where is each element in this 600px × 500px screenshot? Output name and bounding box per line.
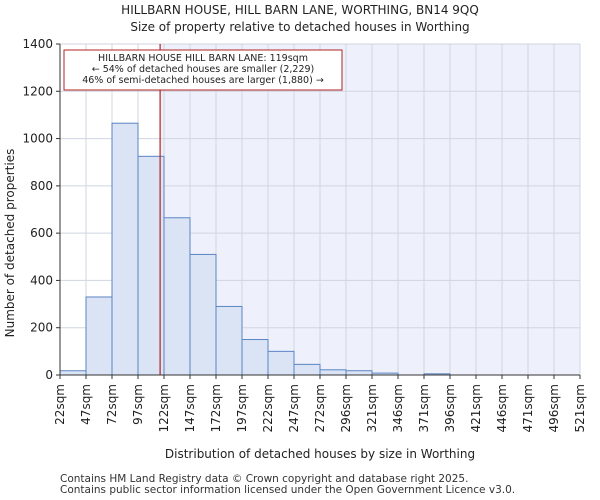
footer-line-1: Contains HM Land Registry data © Crown c… — [60, 473, 469, 485]
y-tick-label: 1200 — [22, 84, 53, 98]
x-tick-label: 346sqm — [391, 384, 405, 432]
bar — [59, 370, 87, 376]
bar — [111, 122, 139, 376]
y-tick-label: 1400 — [22, 37, 53, 51]
footer-line-2: Contains public sector information licen… — [60, 484, 516, 496]
x-tick-label: 22sqm — [53, 384, 67, 425]
x-tick-label: 496sqm — [547, 384, 561, 432]
chart-title-line1: HILLBARN HOUSE, HILL BARN LANE, WORTHING… — [121, 3, 479, 17]
x-tick-label: 222sqm — [261, 384, 275, 432]
x-tick-label: 247sqm — [287, 384, 301, 432]
y-tick-label: 800 — [30, 179, 53, 193]
bar — [85, 296, 113, 376]
x-tick-label: 521sqm — [573, 384, 587, 432]
x-tick-label: 172sqm — [209, 384, 223, 432]
bar — [319, 369, 347, 376]
x-tick-label: 396sqm — [443, 384, 457, 432]
x-tick-label: 147sqm — [183, 384, 197, 432]
annotation-line3: 46% of semi-detached houses are larger (… — [82, 75, 324, 86]
bar — [189, 253, 217, 376]
y-tick-label: 400 — [30, 273, 53, 287]
x-tick-label: 272sqm — [313, 384, 327, 432]
bar — [215, 305, 243, 376]
bar — [293, 363, 321, 376]
y-tick-label: 200 — [30, 321, 53, 335]
y-tick-label: 0 — [45, 368, 53, 382]
annotation-line2: ← 54% of detached houses are smaller (2,… — [92, 64, 315, 75]
x-tick-label: 446sqm — [495, 384, 509, 432]
chart-title-line2: Size of property relative to detached ho… — [130, 20, 469, 34]
bar — [267, 350, 295, 376]
bar — [163, 217, 191, 376]
y-axis-label: Number of detached properties — [3, 149, 17, 338]
x-tick-label: 97sqm — [131, 384, 145, 425]
x-tick-label: 321sqm — [365, 384, 379, 432]
bar — [241, 339, 269, 376]
x-tick-label: 47sqm — [79, 384, 93, 425]
y-tick-label: 1000 — [22, 132, 53, 146]
x-tick-label: 122sqm — [157, 384, 171, 432]
plot-area: 0 200 400 600 800 1000 1200 1400 22sqm 47sqm 72sqm… — [22, 37, 587, 432]
y-tick-label: 600 — [30, 226, 53, 240]
annotation-box — [63, 49, 343, 91]
bar — [345, 370, 373, 376]
annotation-line1: HILLBARN HOUSE HILL BARN LANE: 119sqm — [98, 53, 308, 64]
x-tick-label: 197sqm — [235, 384, 249, 432]
x-tick-label: 296sqm — [339, 384, 353, 432]
x-tick-label: 72sqm — [105, 384, 119, 425]
x-tick-label: 421sqm — [469, 384, 483, 432]
x-tick-label: 471sqm — [521, 384, 535, 432]
x-axis-label: Distribution of detached houses by size … — [165, 447, 475, 461]
x-tick-label: 371sqm — [417, 384, 431, 432]
